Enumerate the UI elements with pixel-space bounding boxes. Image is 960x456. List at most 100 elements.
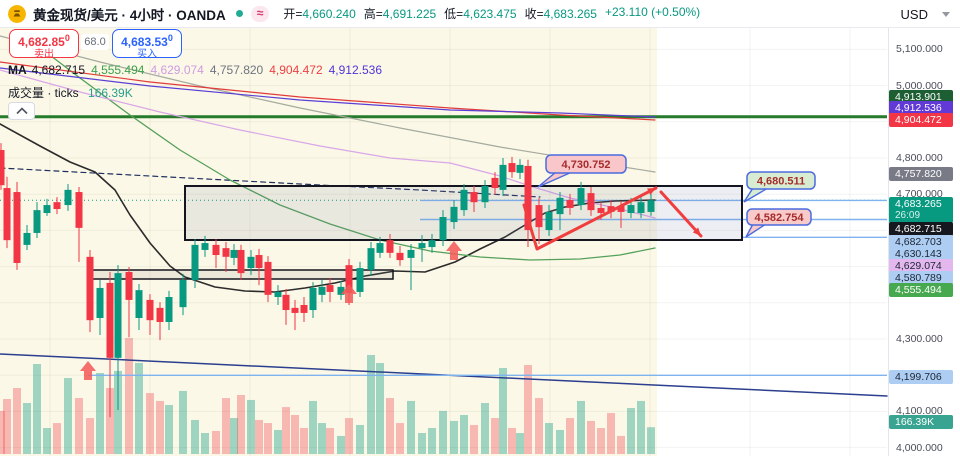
- price-badge: 4,580.789: [889, 271, 953, 285]
- volume-bar: [407, 400, 415, 454]
- symbol-title[interactable]: 黄金现货/美元 · 4小时 · OANDA: [33, 7, 226, 23]
- chart-pane[interactable]: 4,730.752 4,680.511 4,582.754: [0, 28, 888, 456]
- candle: [396, 252, 404, 261]
- buy-markers: [80, 241, 462, 380]
- volume-bar: [337, 435, 345, 454]
- candle: [637, 202, 645, 214]
- candle: [64, 189, 72, 206]
- volume-bar: [3, 399, 11, 454]
- zones: [87, 185, 743, 280]
- volume-bar: [318, 423, 326, 454]
- candle: [282, 294, 290, 311]
- volume-bar: [64, 378, 72, 454]
- price-badge: 4,682.715: [889, 222, 953, 236]
- candle: [96, 287, 104, 319]
- candle: [587, 193, 595, 211]
- candle: [75, 192, 83, 228]
- volume-bar: [96, 373, 104, 454]
- volume-bar: [617, 435, 625, 454]
- volume-bar: [75, 398, 83, 454]
- volume-bar: [264, 423, 272, 454]
- price-tick: 4,100.000: [896, 405, 943, 418]
- price-callouts: 4,730.752 4,680.511 4,582.754: [537, 154, 816, 238]
- market-status-dot: [235, 10, 243, 17]
- price-tick: 5,100.000: [896, 43, 943, 56]
- candle: [0, 150, 5, 186]
- candle: [326, 285, 334, 292]
- volume-bar: [300, 428, 308, 454]
- volume-bar: [114, 370, 122, 454]
- price-axis[interactable]: 5,100.000 5,000.000 4,800.000 4,700.000 4,30…: [889, 28, 960, 456]
- price-badge: 4,630.143: [889, 247, 953, 261]
- price-tick: 5,000.000: [896, 79, 943, 92]
- volume-bar: [33, 364, 41, 454]
- candle: [367, 248, 375, 270]
- chart-canvas[interactable]: 4,730.752 4,680.511 4,582.754: [0, 28, 888, 456]
- price-tick: 4,300.000: [896, 333, 943, 345]
- drawn-arrows: [522, 186, 703, 251]
- candle: [291, 307, 299, 313]
- candle: [33, 210, 41, 233]
- volume-bar: [450, 420, 458, 454]
- candle: [318, 286, 326, 295]
- volume-bar: [367, 354, 375, 454]
- volume-value: 166.39K: [88, 86, 133, 100]
- volume-bar: [135, 363, 143, 454]
- candle: [201, 243, 209, 250]
- toolbar: 黄金现货/美元 · 4小时 · OANDA ≈ 开=4,660.240 高=4,…: [0, 0, 960, 28]
- candle: [481, 185, 489, 203]
- volume-bar: [386, 398, 394, 454]
- axis-separator: [888, 28, 889, 456]
- price-badge: 4,682.703: [889, 235, 953, 249]
- volume-bar: [460, 414, 468, 454]
- volume-legend: 成交量 · ticks 166.39K: [8, 86, 133, 100]
- candle: [566, 199, 574, 208]
- currency-dropdown[interactable]: USD: [901, 0, 950, 28]
- horizontal-lines: [0, 115, 887, 377]
- candle: [156, 307, 164, 322]
- candle: [516, 164, 524, 173]
- volume-bar: [439, 410, 447, 454]
- candle: [309, 287, 317, 311]
- volume-bar: [125, 338, 133, 454]
- volume-bar: [282, 407, 290, 454]
- price-badge: 4,629.074: [889, 259, 953, 273]
- candle: [418, 243, 426, 249]
- price-tick: 4,800.000: [896, 152, 943, 164]
- candle: [470, 192, 478, 203]
- candle: [264, 261, 272, 295]
- volume-bar: [191, 419, 199, 454]
- collapse-button[interactable]: [8, 102, 35, 120]
- volume-bar: [556, 429, 564, 454]
- candle: [535, 205, 543, 228]
- volume-bar: [627, 408, 635, 454]
- up-arrow-marker: [341, 284, 357, 303]
- volume-bar: [291, 414, 299, 454]
- price-badge: 4,912.536: [889, 101, 953, 115]
- candle: [386, 240, 394, 253]
- volume-bar: [470, 424, 478, 454]
- ohlc-readout: 开=4,660.240 高=4,691.225 低=4,623.475 收=4,…: [283, 5, 701, 21]
- candle: [491, 177, 499, 189]
- candle: [165, 297, 173, 322]
- volume-bar: [13, 388, 21, 454]
- volume-bar: [524, 364, 532, 454]
- volume-bar: [637, 400, 645, 454]
- candle: [450, 206, 458, 223]
- candle: [191, 244, 199, 280]
- volume-bar: [201, 433, 209, 454]
- buy-button[interactable]: 4,683.530 买入: [112, 29, 182, 60]
- sell-button[interactable]: 4,682.850 卖出: [9, 29, 79, 60]
- volume-bar: [376, 363, 384, 454]
- volume-bar: [491, 418, 499, 454]
- candle: [125, 272, 133, 300]
- volume-bar: [396, 423, 404, 454]
- candle: [3, 188, 11, 241]
- volume-bar: [165, 404, 173, 454]
- candle: [255, 255, 263, 269]
- volume-bar: [212, 430, 220, 454]
- symbol-icon[interactable]: [8, 4, 26, 23]
- candle: [345, 265, 353, 294]
- candle: [237, 249, 245, 274]
